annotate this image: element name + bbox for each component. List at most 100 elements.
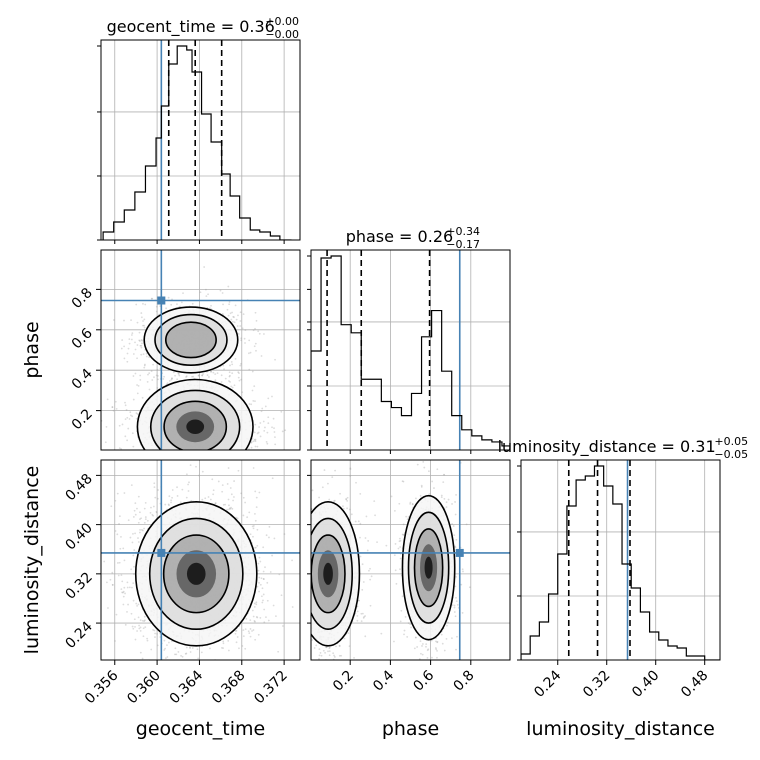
sample-point bbox=[141, 342, 143, 345]
sample-point bbox=[212, 493, 215, 496]
sample-point bbox=[171, 454, 173, 456]
sample-point bbox=[185, 652, 188, 655]
sample-point bbox=[264, 426, 266, 429]
sample-point bbox=[227, 467, 230, 469]
sample-point bbox=[130, 612, 133, 615]
sample-point bbox=[140, 338, 143, 341]
sample-point bbox=[237, 454, 239, 456]
sample-point bbox=[307, 608, 309, 610]
sample-point bbox=[183, 451, 185, 453]
sample-point bbox=[112, 319, 115, 321]
sample-point bbox=[228, 508, 230, 511]
sample-point bbox=[143, 620, 146, 623]
sample-point bbox=[465, 523, 468, 526]
sample-point bbox=[188, 452, 190, 454]
sample-point bbox=[215, 452, 217, 454]
sample-point bbox=[116, 492, 119, 495]
sample-point bbox=[124, 404, 127, 407]
sample-point bbox=[278, 573, 281, 576]
sample-point bbox=[191, 466, 193, 468]
sample-point bbox=[261, 407, 264, 410]
sample-point bbox=[229, 487, 232, 489]
sample-point bbox=[181, 456, 183, 458]
sample-point bbox=[254, 311, 257, 314]
sample-point bbox=[216, 458, 218, 460]
sample-point bbox=[139, 518, 141, 521]
sample-point bbox=[139, 344, 142, 347]
sample-point bbox=[209, 467, 211, 469]
sample-point bbox=[231, 311, 233, 314]
sample-point bbox=[191, 375, 193, 378]
sample-point bbox=[185, 375, 188, 378]
sample-point bbox=[146, 466, 148, 468]
sample-point bbox=[112, 409, 115, 412]
sample-point bbox=[240, 339, 243, 342]
sample-point bbox=[132, 375, 135, 377]
sample-point bbox=[207, 496, 210, 498]
sample-point bbox=[139, 511, 141, 514]
sample-point bbox=[133, 471, 135, 473]
sample-point bbox=[462, 570, 464, 573]
sample-point bbox=[142, 456, 144, 458]
sample-point bbox=[248, 511, 251, 514]
sample-point bbox=[131, 432, 134, 435]
sample-point bbox=[221, 313, 224, 315]
sample-point bbox=[116, 533, 119, 536]
sample-point bbox=[215, 461, 217, 463]
sample-point bbox=[244, 501, 247, 504]
sample-point bbox=[190, 471, 192, 473]
sample-point bbox=[188, 452, 190, 454]
sample-point bbox=[253, 438, 256, 441]
sample-point bbox=[168, 641, 170, 644]
sample-point bbox=[254, 546, 256, 549]
sample-point bbox=[167, 664, 169, 666]
sample-point bbox=[134, 638, 137, 641]
sample-point bbox=[211, 451, 213, 453]
sample-point bbox=[254, 327, 256, 330]
sample-point bbox=[208, 376, 210, 378]
sample-point bbox=[419, 640, 422, 643]
sample-point bbox=[318, 496, 320, 499]
sample-point bbox=[132, 353, 135, 355]
sample-point bbox=[168, 477, 170, 479]
sample-point bbox=[124, 592, 126, 595]
sample-point bbox=[190, 451, 192, 453]
sample-point bbox=[214, 450, 216, 452]
sample-point bbox=[206, 477, 208, 479]
sample-point bbox=[156, 368, 159, 371]
sample-point bbox=[242, 635, 245, 637]
sample-point bbox=[140, 312, 143, 314]
sample-point bbox=[131, 415, 134, 418]
sample-point bbox=[150, 648, 153, 651]
sample-point bbox=[252, 440, 255, 443]
sample-point bbox=[309, 473, 311, 475]
sample-point bbox=[307, 531, 309, 533]
sample-point bbox=[318, 648, 321, 651]
sample-point bbox=[188, 481, 190, 484]
sample-point bbox=[144, 303, 147, 306]
sample-point bbox=[184, 464, 186, 466]
sample-point bbox=[228, 451, 230, 453]
sample-point bbox=[175, 472, 177, 474]
sample-point bbox=[152, 505, 155, 508]
sample-point bbox=[177, 372, 180, 375]
sample-point bbox=[144, 619, 146, 622]
sample-point bbox=[144, 516, 147, 518]
sample-point bbox=[184, 653, 187, 655]
sample-point bbox=[271, 554, 274, 557]
sample-point bbox=[136, 630, 138, 632]
sample-point bbox=[271, 395, 273, 398]
sample-point bbox=[152, 514, 155, 517]
sample-point bbox=[273, 537, 276, 540]
sample-point bbox=[123, 319, 125, 322]
sample-point bbox=[155, 374, 158, 377]
sample-point bbox=[138, 461, 140, 463]
sample-point bbox=[137, 521, 140, 524]
sample-point bbox=[134, 372, 137, 375]
sample-point bbox=[214, 373, 217, 376]
sample-point bbox=[188, 646, 191, 649]
sample-point bbox=[205, 450, 207, 452]
sample-point bbox=[125, 466, 127, 468]
sample-point bbox=[187, 452, 189, 454]
sample-point bbox=[136, 392, 139, 395]
